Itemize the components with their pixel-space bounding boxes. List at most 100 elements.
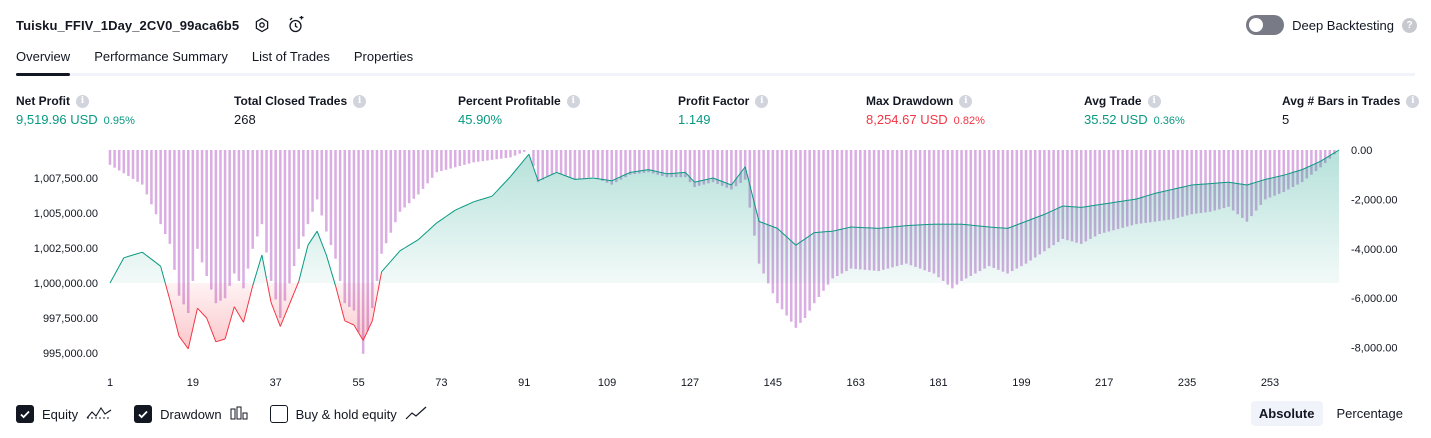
drawdown-bar xyxy=(559,150,563,175)
drawdown-bar xyxy=(766,150,770,284)
drawdown-bar xyxy=(357,150,360,333)
y-right-tick-label: -6,000.00 xyxy=(1351,293,1397,305)
equity-segment xyxy=(1260,178,1266,182)
equity-segment xyxy=(496,186,502,192)
y-left-tick-label: 997,500.00 xyxy=(43,313,98,325)
legend-drawdown[interactable]: Drawdown xyxy=(134,405,248,423)
equity-segment xyxy=(768,224,774,228)
metric-value: 5 xyxy=(1282,112,1290,127)
drawdown-bar xyxy=(242,150,245,289)
legend-equity[interactable]: Equity xyxy=(16,405,112,423)
drawdown-bar xyxy=(1264,150,1267,200)
drawdown-bar xyxy=(674,150,678,178)
help-icon[interactable]: ? xyxy=(1402,17,1417,33)
drawdown-bar xyxy=(983,150,986,269)
drawdown-bar xyxy=(794,150,798,328)
equity-checkbox[interactable] xyxy=(16,405,34,423)
drawdown-bar xyxy=(182,150,185,305)
drawdown-bar xyxy=(789,150,793,322)
metric-avg-trade: Avg Trade i 35.52 USD 0.36% xyxy=(1084,94,1185,127)
drawdown-bar xyxy=(1112,150,1115,231)
tab-overview[interactable]: Overview xyxy=(16,46,71,76)
buy-hold-checkbox[interactable] xyxy=(269,405,288,423)
drawdown-bar xyxy=(334,150,337,259)
absolute-button[interactable]: Absolute xyxy=(1250,401,1323,426)
drawdown-bar xyxy=(734,150,738,187)
equity-segment xyxy=(151,258,157,264)
equity-segment xyxy=(215,339,221,343)
drawdown-bar xyxy=(1107,150,1111,232)
x-tick-label: 181 xyxy=(929,377,947,389)
info-icon[interactable]: i xyxy=(1406,94,1420,108)
drawdown-bar xyxy=(1135,150,1138,225)
drawdown-bar xyxy=(348,150,351,307)
info-icon[interactable]: i xyxy=(76,94,89,108)
settings-icon[interactable] xyxy=(251,14,273,36)
deep-backtesting-toggle[interactable] xyxy=(1246,15,1285,35)
x-tick-label: 253 xyxy=(1261,377,1279,389)
info-icon[interactable]: i xyxy=(353,94,367,108)
drawdown-bar xyxy=(592,150,595,178)
drawdown-bar xyxy=(140,150,144,185)
equity-segment xyxy=(1274,175,1280,178)
equity-segment xyxy=(395,250,401,257)
equity-segment xyxy=(790,240,797,246)
drawdown-bar xyxy=(1075,150,1078,243)
drawdown-bar xyxy=(1259,150,1263,205)
equity-segment xyxy=(505,176,511,182)
drawdown-bar xyxy=(476,150,480,162)
drawdown-bar xyxy=(638,150,641,174)
equity-segment xyxy=(1044,211,1050,215)
drawdown-bar xyxy=(1222,150,1226,209)
report-tabs: Overview Performance Summary List of Tra… xyxy=(16,46,1415,76)
drawdown-bar xyxy=(361,150,365,354)
info-icon[interactable]: i xyxy=(566,94,580,108)
tab-performance-summary[interactable]: Performance Summary xyxy=(94,49,228,64)
drawdown-bar xyxy=(928,150,931,272)
drawdown-bar xyxy=(628,150,632,175)
add-alert-icon[interactable] xyxy=(285,14,307,36)
equity-segment xyxy=(804,235,810,240)
drawdown-bar xyxy=(619,150,623,180)
equity-segment xyxy=(358,332,364,341)
info-icon[interactable]: i xyxy=(1147,94,1161,108)
y-right-tick-label: -4,000.00 xyxy=(1351,244,1397,256)
drawdown-bar xyxy=(256,150,259,237)
equity-segment xyxy=(1094,204,1100,206)
equity-segment xyxy=(1131,198,1137,201)
drawdown-bar xyxy=(1098,150,1101,234)
tab-list-of-trades[interactable]: List of Trades xyxy=(251,49,330,64)
equity-segment xyxy=(846,226,852,229)
metric-percent: 0.82% xyxy=(953,115,985,127)
equity-segment xyxy=(731,178,737,186)
equity-segment xyxy=(1279,174,1284,177)
equity-segment xyxy=(519,159,525,166)
percentage-button[interactable]: Percentage xyxy=(1336,406,1404,421)
equity-segment xyxy=(1269,176,1275,179)
legend-buy-hold[interactable]: Buy & hold equity xyxy=(269,405,427,423)
drawdown-bar xyxy=(1066,150,1069,241)
tab-properties[interactable]: Properties xyxy=(353,49,414,64)
drawdown-bar xyxy=(1162,150,1166,221)
drawdown-bar xyxy=(1149,150,1152,223)
drawdown-bar xyxy=(1254,150,1258,211)
drawdown-bar xyxy=(1158,150,1161,222)
drawdown-checkbox[interactable] xyxy=(134,405,153,423)
equity-segment xyxy=(1122,199,1128,202)
equity-segment xyxy=(735,172,742,180)
equity-segment xyxy=(1012,224,1017,228)
equity-segment xyxy=(1320,157,1326,162)
drawdown-bar xyxy=(1236,150,1239,215)
info-icon[interactable]: i xyxy=(959,94,973,108)
equity-segment xyxy=(523,153,530,161)
drawdown-bar xyxy=(688,150,692,183)
drawdown-bar xyxy=(223,150,227,299)
info-icon[interactable]: i xyxy=(755,94,769,108)
equity-segment xyxy=(1108,202,1114,204)
equity-line xyxy=(109,149,1340,350)
deep-backtesting: Deep Backtesting ? xyxy=(1246,12,1417,38)
equity-segment xyxy=(344,320,350,324)
equity-segment xyxy=(1292,170,1298,173)
equity-segment xyxy=(238,314,244,323)
equity-drawdown-chart[interactable]: 1,007,500.00 1,005,000.00 1,002,500.00 1,00… xyxy=(0,140,1431,394)
